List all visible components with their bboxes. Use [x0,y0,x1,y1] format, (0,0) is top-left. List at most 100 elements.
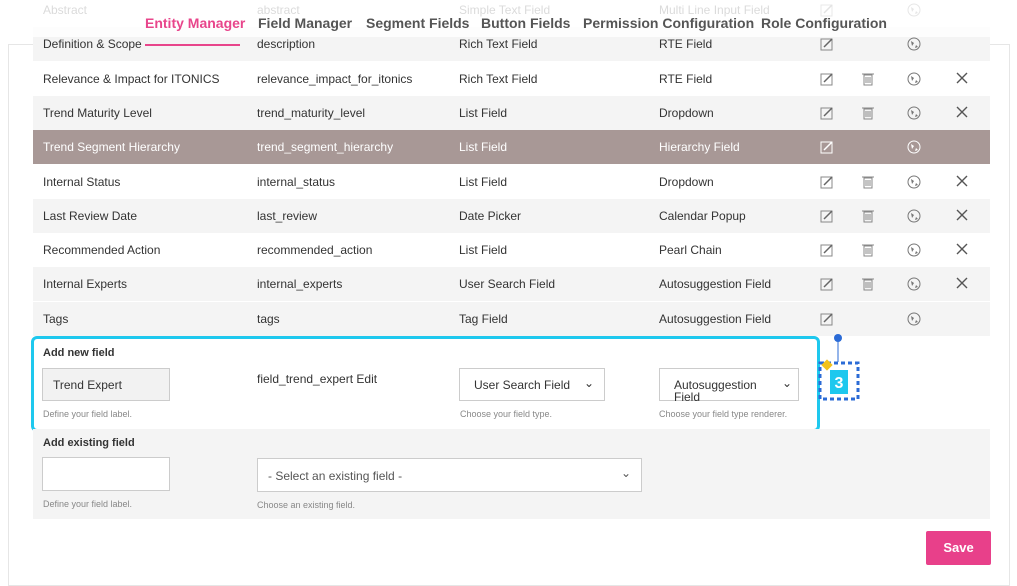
cell: RTE Field [659,37,713,52]
globe-icon[interactable] [907,209,921,223]
hint: Define your field label. [43,499,133,509]
table-row[interactable]: Recommended Action recommended_action List… [33,233,990,268]
cell: List Field [459,105,508,120]
table-row[interactable]: Trend Segment Hierarchy trend_segment_hie… [33,130,990,165]
edit-icon[interactable] [820,37,834,51]
globe-icon[interactable] [907,312,921,326]
tab[interactable]: Segment Fields [366,15,470,31]
table-row[interactable]: Internal Experts internal_experts User Sea… [33,267,990,302]
x-icon[interactable] [956,106,968,120]
trash-icon[interactable] [862,209,874,223]
cell: Dropdown [659,105,714,120]
globe-icon[interactable] [907,175,921,189]
cell: Hierarchy Field [659,140,740,155]
cell: Rich Text Field [459,37,538,52]
machine-name: field_trend_expert Edit [257,372,378,386]
cell: trend_segment_hierarchy [257,140,394,155]
tab[interactable]: Entity Manager [145,15,246,31]
hint: Choose an existing field. [257,500,356,510]
edit-icon[interactable] [820,140,834,154]
trash-icon[interactable] [862,175,874,189]
section-title: Add new field [43,347,115,359]
globe-icon[interactable] [907,72,921,86]
globe-icon[interactable] [907,277,921,291]
globe-icon[interactable] [907,243,921,257]
select-value: User Search Field [474,378,571,392]
globe-icon[interactable] [907,37,921,51]
tab[interactable]: Permission Configuration [583,15,755,31]
cell: Internal Experts [43,277,128,292]
trash-icon[interactable] [862,72,874,86]
edit-icon[interactable] [820,209,834,223]
cell: Rich Text Field [459,71,538,86]
cell: Date Picker [459,208,522,223]
trash-icon[interactable] [862,277,874,291]
cell: tags [257,311,280,326]
type-select[interactable]: User Search Field ⌄ [459,368,605,401]
label-input[interactable]: Trend Expert [42,368,170,401]
cell: Last Review Date [43,208,138,223]
edit-icon[interactable] [820,243,834,257]
cell: internal_status [257,174,336,189]
cell: List Field [459,243,508,258]
active-tab-underline [145,44,240,46]
x-icon[interactable] [956,277,968,291]
cell: Tag Field [459,311,508,326]
cell: relevance_impact_for_itonics [257,71,413,86]
table-row[interactable]: Internal Status internal_status List Field… [33,164,990,199]
cell: Trend Maturity Level [43,105,152,120]
edit-icon[interactable] [820,72,834,86]
trash-icon[interactable] [862,243,874,257]
cell: Trend Segment Hierarchy [43,140,180,155]
hint: Define your field label. [43,409,133,419]
cell: Internal Status [43,174,121,189]
cell: Pearl Chain [659,243,722,258]
cell: trend_maturity_level [257,105,366,120]
existing-select[interactable]: - Select an existing field - ⌄ [257,458,642,492]
tab[interactable]: Field Manager [258,15,353,31]
label-input[interactable] [42,457,170,491]
tab[interactable]: Button Fields [481,15,571,31]
table-row[interactable]: Relevance & Impact for ITONICS relevance_… [33,61,990,96]
cell: Calendar Popup [659,208,746,223]
x-icon[interactable] [956,175,968,189]
globe-icon[interactable] [907,140,921,154]
edit-icon[interactable] [820,277,834,291]
cell: Dropdown [659,174,714,189]
save-button[interactable]: Save [926,531,991,565]
cell: Tags [43,311,69,326]
cell: internal_experts [257,277,343,292]
cell: recommended_action [257,243,373,258]
edit-icon[interactable] [820,175,834,189]
badge-number: 3 [835,375,844,392]
tab-bar [0,0,1017,37]
edit-icon[interactable] [820,106,834,120]
cell: List Field [459,174,508,189]
trash-icon[interactable] [862,106,874,120]
renderer-select[interactable]: Autosuggestion Field ⌄ [659,368,799,404]
section-title: Add existing field [43,437,135,449]
cell: User Search Field [459,277,556,292]
select-value: Autosuggestion Field [674,378,757,404]
cell: RTE Field [659,71,713,86]
edit-icon[interactable] [820,312,834,326]
cell: List Field [459,140,508,155]
hint: Choose your field type renderer. [659,409,788,419]
cell: Relevance & Impact for ITONICS [43,71,220,86]
select-value: - Select an existing field - [268,469,403,483]
table-row[interactable]: Tags tags Tag Field Autosuggestion Field [33,301,990,336]
table-row[interactable]: Trend Maturity Level trend_maturity_level… [33,95,990,130]
selection-badge: 3 [818,334,860,401]
x-icon[interactable] [956,209,968,223]
cell: description [257,37,316,52]
cell: last_review [257,208,318,223]
x-icon[interactable] [956,243,968,257]
cell: Recommended Action [43,243,161,258]
hint: Choose your field type. [460,409,553,419]
globe-icon[interactable] [907,106,921,120]
tab[interactable]: Role Configuration [761,15,887,31]
table-row[interactable]: Last Review Date last_review Date Picker Ca… [33,198,990,233]
cell: Autosuggestion Field [659,311,772,326]
x-icon[interactable] [956,72,968,86]
